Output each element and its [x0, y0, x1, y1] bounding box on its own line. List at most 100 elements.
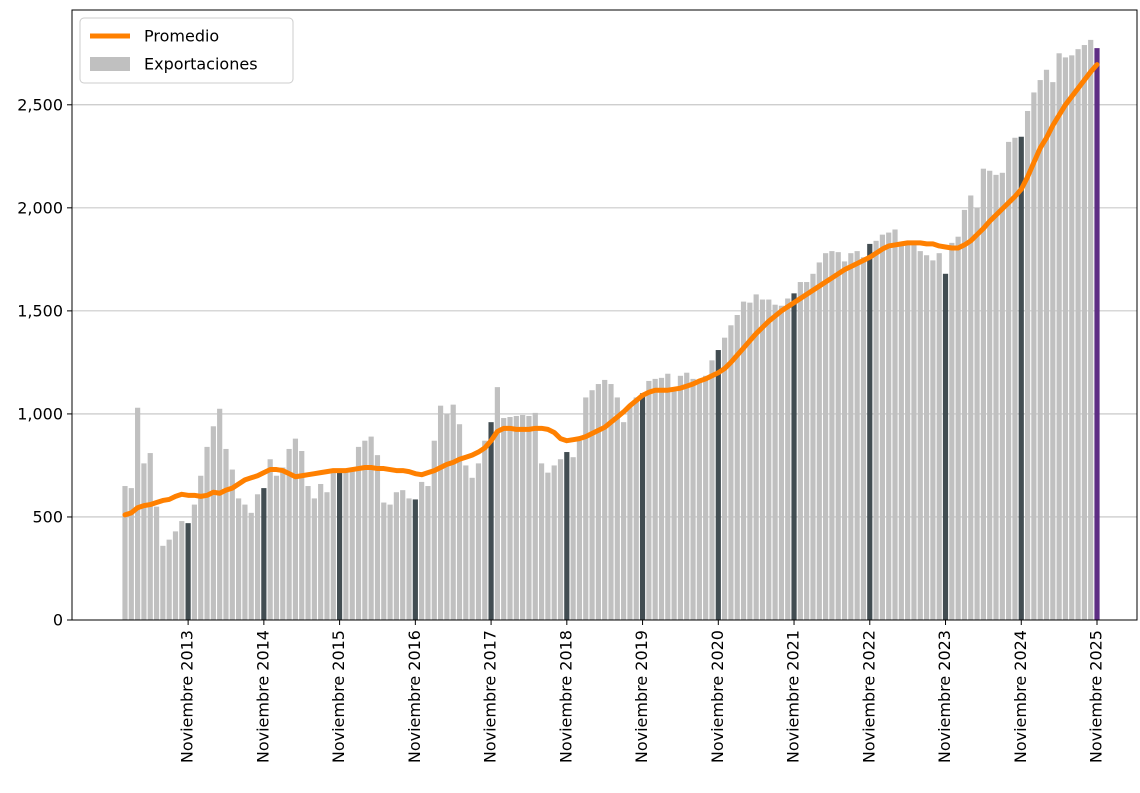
- plot-frame: [71, 9, 1138, 621]
- bar: [545, 472, 551, 620]
- bar: [343, 469, 349, 620]
- bar: [185, 523, 191, 620]
- y-tick-label: 1,000: [17, 404, 63, 423]
- bar: [671, 391, 677, 620]
- bar: [305, 486, 311, 620]
- bar: [330, 469, 336, 620]
- bar: [494, 387, 500, 620]
- bar: [696, 379, 702, 620]
- bar: [538, 463, 545, 620]
- x-tick-label: Noviembre 2025: [1087, 630, 1106, 763]
- bar: [709, 360, 715, 620]
- bar: [759, 299, 766, 620]
- bar: [778, 305, 785, 620]
- bar: [1088, 39, 1094, 620]
- bar: [1006, 141, 1012, 620]
- bar: [551, 465, 557, 620]
- bar: [122, 486, 128, 620]
- bar: [841, 261, 848, 620]
- bar: [242, 504, 248, 620]
- bar: [425, 486, 431, 620]
- bar: [532, 412, 538, 620]
- bar: [987, 170, 993, 621]
- bar: [191, 504, 198, 620]
- y-tick-label: 2,000: [17, 198, 63, 217]
- bar: [520, 414, 526, 620]
- bar: [652, 378, 658, 620]
- bar: [949, 242, 955, 620]
- bar: [349, 467, 355, 620]
- x-tick-label: Noviembre 2019: [632, 630, 651, 763]
- bar: [450, 404, 456, 620]
- bar: [1050, 82, 1056, 621]
- bar: [822, 253, 829, 621]
- bar: [734, 315, 740, 620]
- bar: [393, 492, 400, 620]
- bar: [942, 273, 949, 620]
- bar: [848, 253, 854, 621]
- bar: [336, 471, 343, 620]
- bar: [160, 545, 166, 620]
- bar: [835, 252, 841, 620]
- bar: [892, 229, 898, 620]
- bar: [621, 422, 627, 620]
- bar: [513, 415, 519, 620]
- bar: [785, 298, 791, 620]
- legend-box: [79, 17, 294, 84]
- bar: [816, 262, 822, 620]
- bar: [923, 255, 930, 620]
- bar: [753, 294, 759, 620]
- bar: [456, 424, 463, 620]
- bar: [1043, 69, 1050, 621]
- x-tick-label: Noviembre 2013: [178, 630, 197, 763]
- bar: [728, 325, 734, 620]
- bar: [955, 236, 961, 620]
- bar: [387, 504, 393, 620]
- bar: [658, 377, 665, 620]
- legend-label: Exportaciones: [144, 55, 258, 74]
- bar: [570, 457, 576, 620]
- bar: [772, 304, 778, 620]
- bar: [829, 251, 835, 620]
- bar: [431, 440, 437, 620]
- bar: [166, 539, 172, 620]
- bar: [633, 397, 639, 620]
- bar: [936, 253, 942, 621]
- bar: [677, 375, 684, 620]
- y-tick-label: 0: [53, 611, 63, 630]
- bar: [993, 174, 999, 620]
- bar: [917, 251, 923, 620]
- bar: [1094, 48, 1100, 620]
- bar: [204, 446, 210, 620]
- bar: [362, 440, 368, 620]
- bar: [639, 393, 646, 620]
- bar: [469, 477, 475, 620]
- x-tick-label: Noviembre 2024: [1011, 630, 1030, 763]
- bar: [564, 452, 570, 620]
- bar: [488, 422, 494, 620]
- bar: [254, 494, 261, 620]
- bar: [576, 440, 583, 620]
- bar: [766, 299, 772, 620]
- bar: [128, 488, 134, 620]
- bar: [905, 244, 911, 620]
- line: [122, 62, 1100, 518]
- bar: [507, 417, 513, 620]
- bar: [595, 384, 601, 620]
- bar: [980, 168, 986, 620]
- bar: [898, 242, 904, 620]
- x-tick-label: Noviembre 2021: [784, 630, 803, 763]
- bar: [961, 209, 968, 620]
- y-tick-label: 500: [32, 507, 63, 526]
- bar: [1018, 136, 1024, 620]
- bar: [179, 521, 185, 620]
- bar: [400, 490, 406, 620]
- bar: [1056, 53, 1062, 620]
- bar: [217, 408, 223, 620]
- bar: [1024, 110, 1031, 620]
- bar: [873, 240, 879, 621]
- bar: [747, 302, 753, 620]
- bar: [1081, 45, 1087, 620]
- bar: [854, 251, 860, 620]
- bar: [791, 293, 797, 620]
